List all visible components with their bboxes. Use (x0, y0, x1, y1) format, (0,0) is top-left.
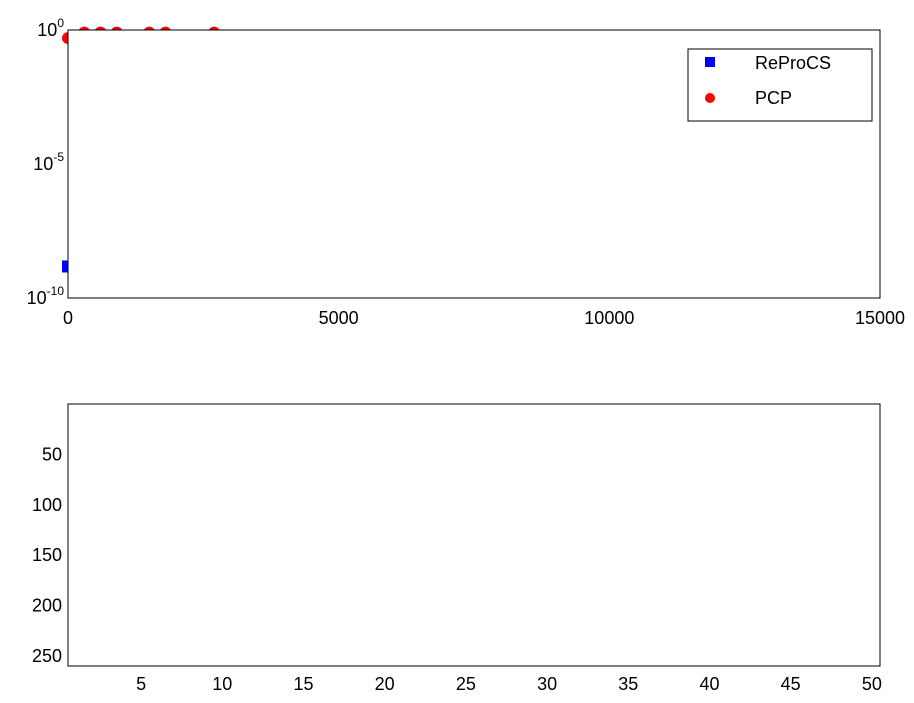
top-y-tick-exponent: -10 (47, 284, 65, 298)
bottom-x-tick-label: 10 (212, 674, 232, 694)
bottom-chart-y-tick-labels: 50 100 150 200 250 (32, 444, 62, 666)
top-x-tick-label: 0 (63, 308, 73, 328)
bottom-x-tick-label: 30 (537, 674, 557, 694)
bottom-x-tick-label: 35 (618, 674, 638, 694)
top-y-tick-exponent: -5 (53, 150, 64, 164)
legend-label-pcp: PCP (755, 88, 792, 108)
bottom-chart: 5 10 15 20 25 30 35 40 45 50 50 100 150 200 250 (32, 403, 882, 694)
bottom-y-tick-label: 200 (32, 596, 62, 616)
bottom-y-tick-label: 250 (32, 646, 62, 666)
legend-marker-pcp (705, 93, 715, 103)
bottom-x-tick-label: 45 (781, 674, 801, 694)
bottom-x-tick-label: 50 (862, 674, 882, 694)
bottom-y-tick-label: 50 (42, 444, 62, 464)
legend-marker-reprocs (705, 57, 715, 67)
top-y-tick-label: 100 (37, 16, 64, 40)
top-y-tick-label: 10-10 (27, 284, 65, 308)
legend-box (687, 48, 873, 122)
top-x-tick-label: 10000 (584, 308, 634, 328)
top-y-tick-base: 10 (27, 288, 47, 308)
legend-label-reprocs: ReProCS (755, 53, 831, 73)
top-chart-x-tick-labels: 0 5000 10000 15000 (63, 308, 905, 328)
bottom-x-tick-label: 20 (375, 674, 395, 694)
bottom-y-tick-label: 100 (32, 495, 62, 515)
top-y-tick-label: 10-5 (33, 150, 64, 174)
top-chart-legend: ReProCS PCP (687, 48, 873, 122)
bottom-x-tick-label: 25 (456, 674, 476, 694)
top-x-tick-label: 5000 (319, 308, 359, 328)
bottom-x-tick-label: 15 (293, 674, 313, 694)
top-y-tick-base: 10 (37, 20, 57, 40)
top-y-tick-base: 10 (33, 154, 53, 174)
top-y-tick-exponent: 0 (57, 16, 64, 30)
bottom-chart-x-tick-labels: 5 10 15 20 25 30 35 40 45 50 (136, 674, 882, 694)
bottom-x-tick-label: 40 (699, 674, 719, 694)
bottom-x-tick-label: 5 (136, 674, 146, 694)
top-x-tick-label: 15000 (855, 308, 905, 328)
bottom-y-tick-label: 150 (32, 545, 62, 565)
bottom-chart-plot-frame (67, 403, 881, 667)
